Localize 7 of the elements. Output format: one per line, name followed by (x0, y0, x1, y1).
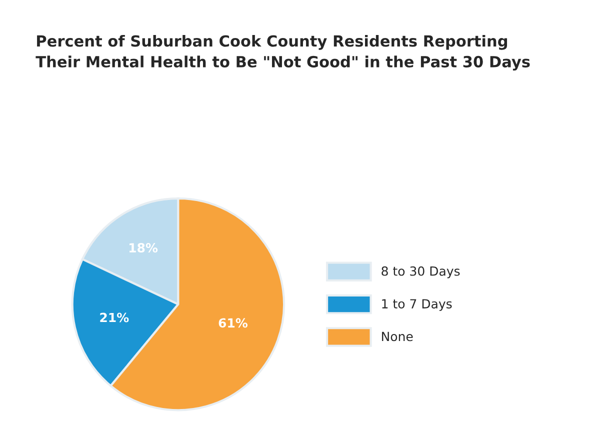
data-label: 61% (218, 318, 248, 328)
legend-label: 1 to 7 Days (382, 299, 452, 311)
legend-label: None (382, 332, 413, 342)
chart-title: Percent of Suburban Cook County Residents Reporting Their Mental Health to Be "Not Good" in the Past 30 Days (36, 34, 530, 71)
data-label: 21% (100, 312, 129, 322)
data-label: 18% (129, 243, 158, 253)
legend-label: 8 to 30 Days (382, 266, 460, 278)
